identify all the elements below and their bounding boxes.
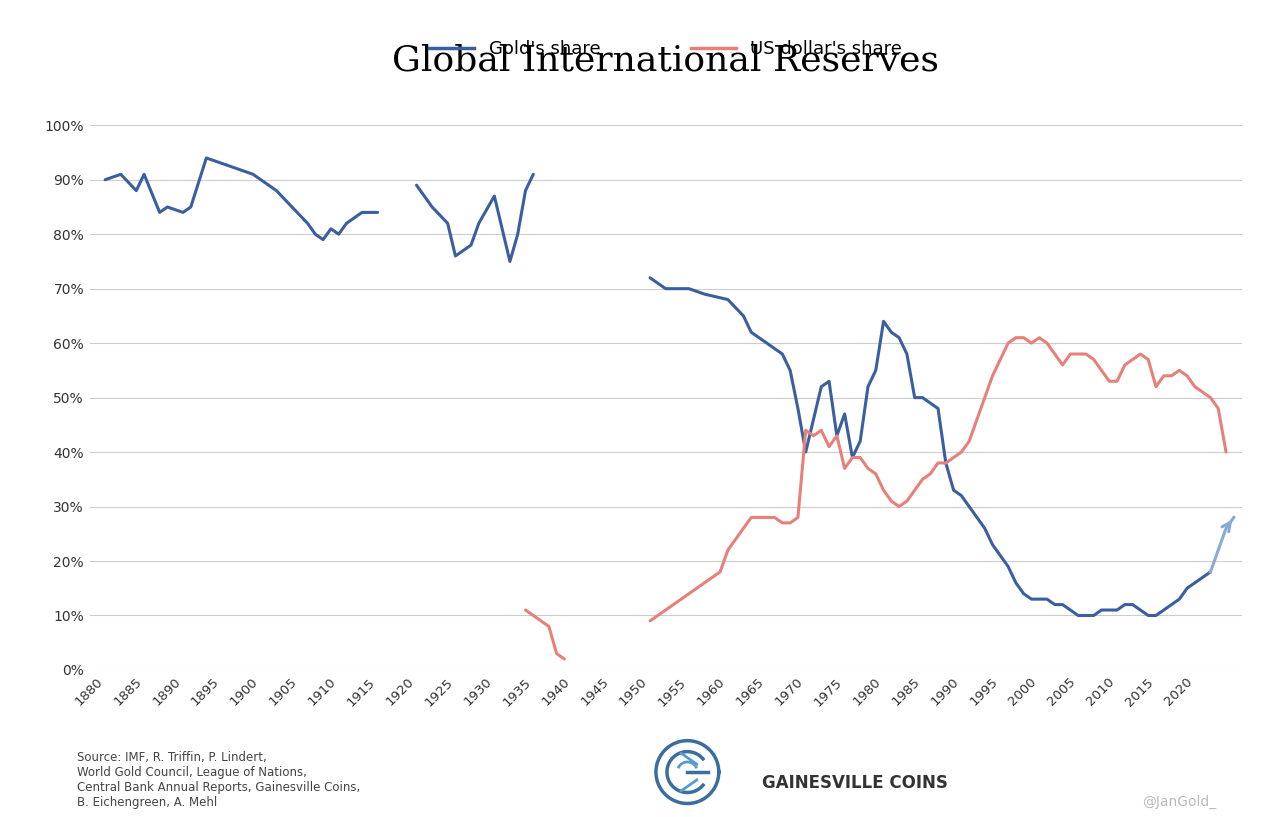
Title: Global International Reserves: Global International Reserves (392, 43, 940, 78)
Legend: Gold's share, US dollar's share: Gold's share, US dollar's share (422, 33, 909, 65)
Text: Source: IMF, R. Triffin, P. Lindert,
World Gold Council, League of Nations,
Cent: Source: IMF, R. Triffin, P. Lindert, Wor… (77, 751, 360, 809)
Text: GAINESVILLE COINS: GAINESVILLE COINS (762, 775, 947, 792)
Text: @JanGold_: @JanGold_ (1142, 795, 1216, 809)
